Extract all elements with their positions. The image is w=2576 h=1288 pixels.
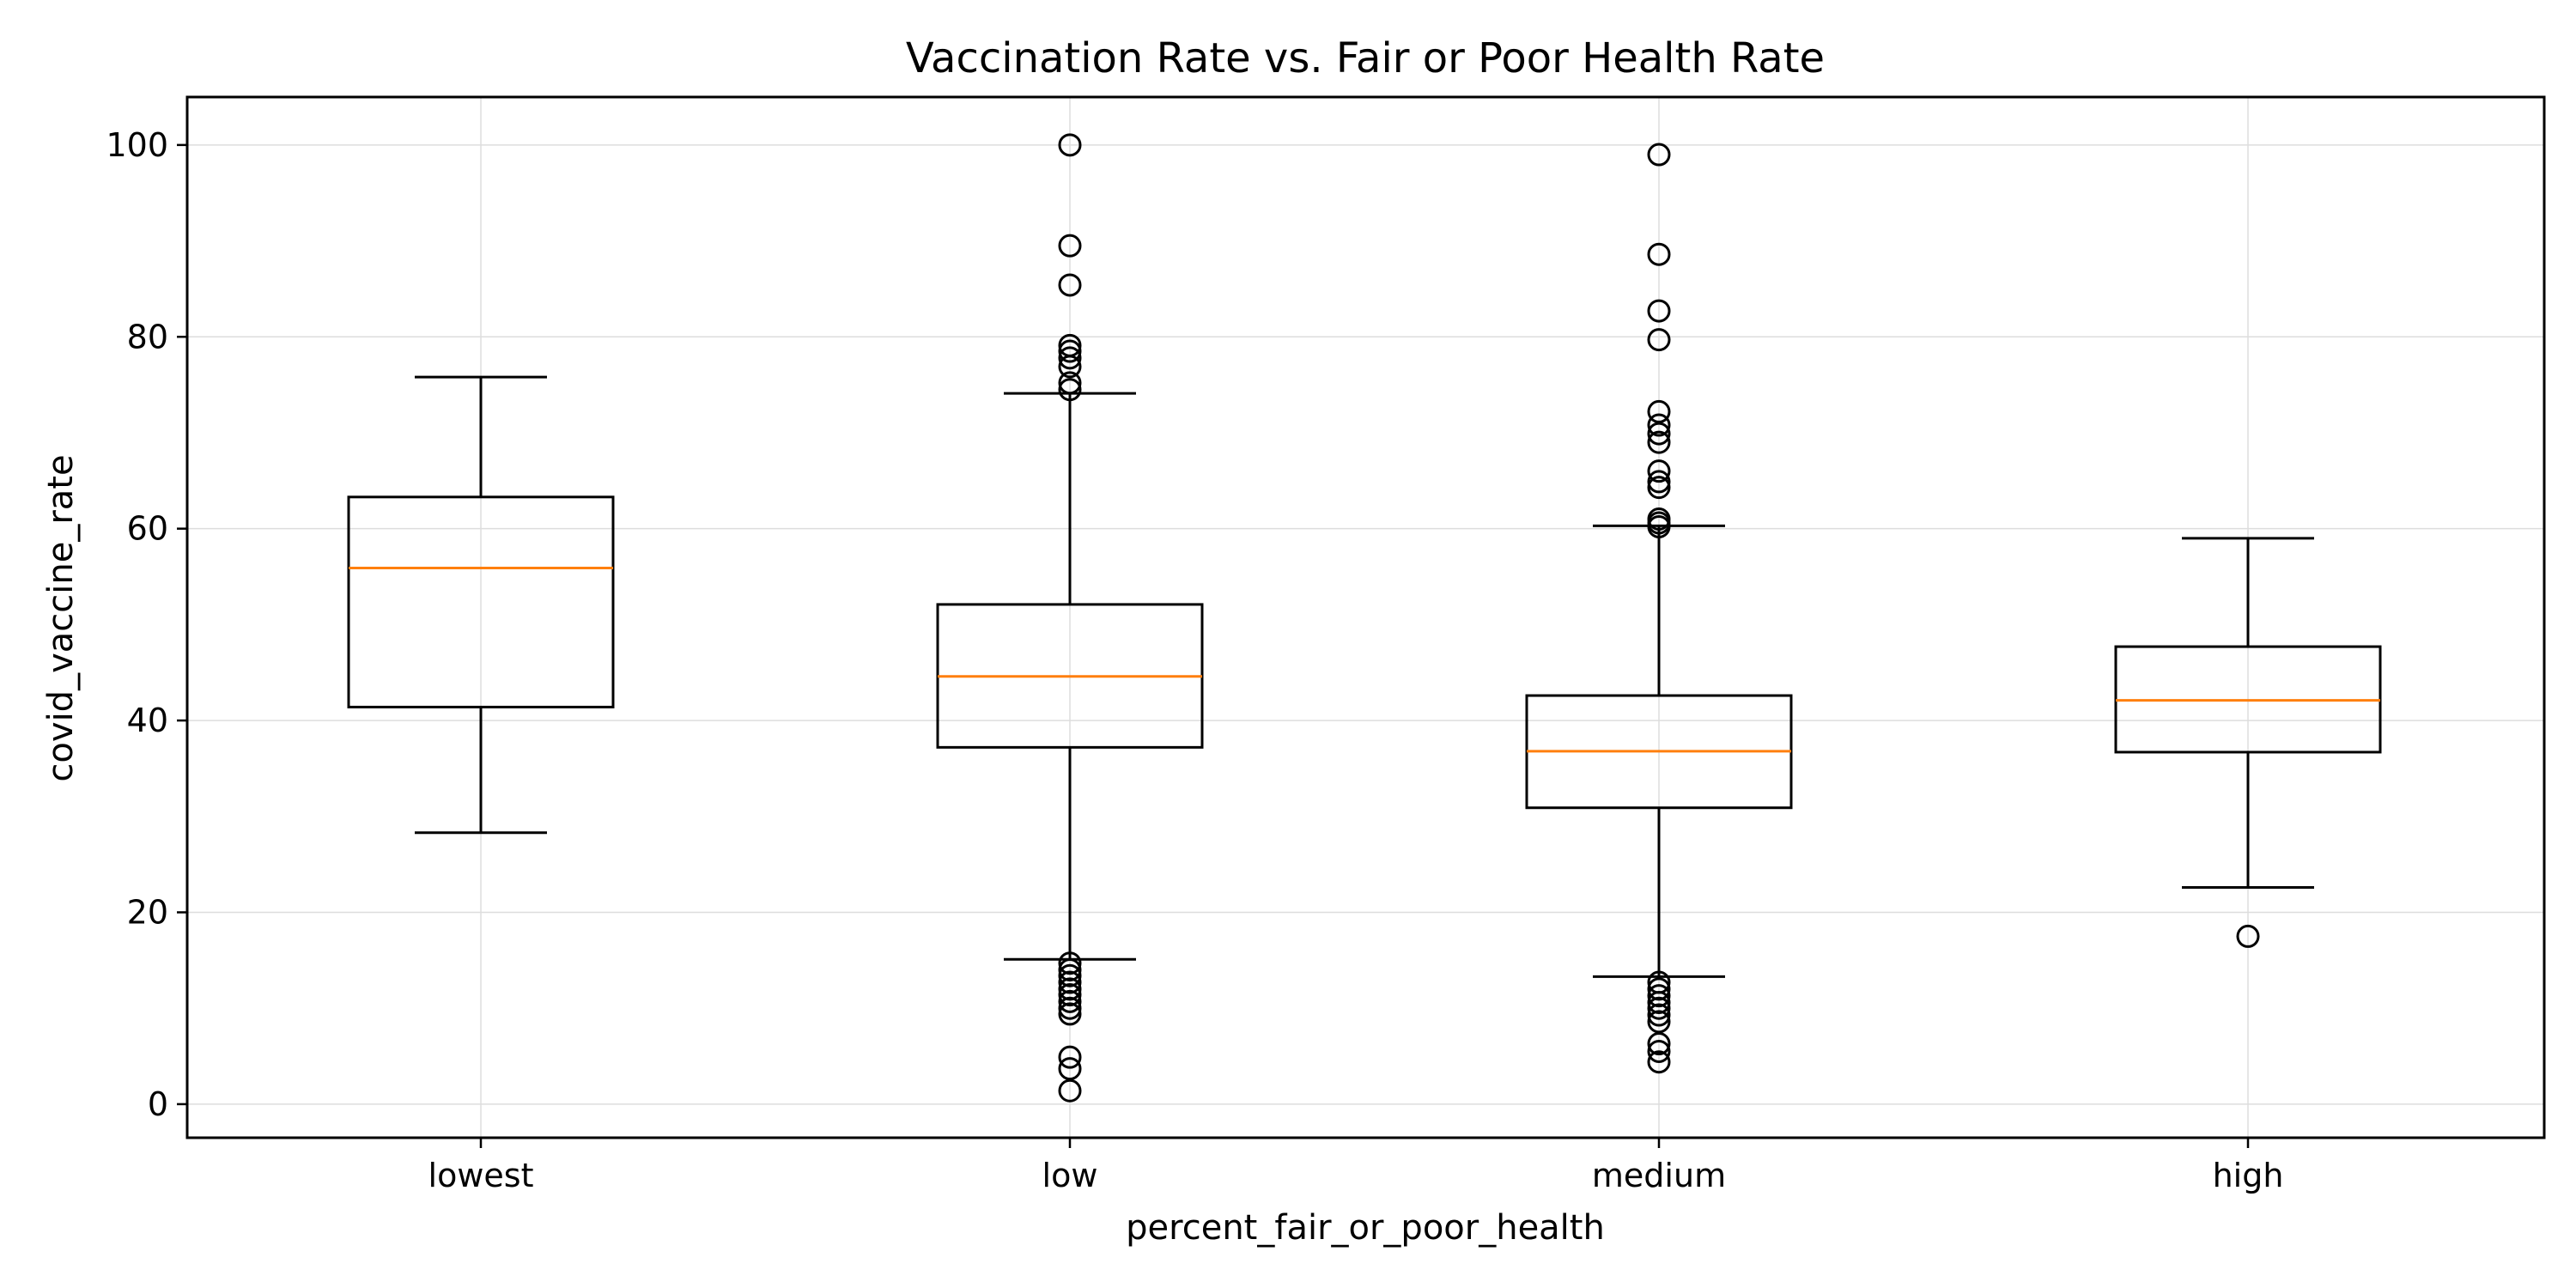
outlier-point <box>1058 355 1082 379</box>
outlier-point <box>1058 133 1082 157</box>
outlier-point <box>1058 951 1082 975</box>
y-tick-label: 60 <box>127 510 168 548</box>
x-tick-label-medium: medium <box>1592 1157 1726 1194</box>
outlier-point <box>1058 958 1082 982</box>
outlier-point <box>1647 1050 1671 1074</box>
outlier-point <box>1647 143 1671 167</box>
outlier-point <box>1058 983 1082 1007</box>
outlier-point <box>1647 430 1671 454</box>
outlier-point <box>1058 273 1082 297</box>
outlier-point <box>1058 234 1082 258</box>
x-tick-label-lowest: lowest <box>428 1157 534 1194</box>
y-tick-label: 0 <box>148 1085 168 1123</box>
outlier-point <box>1647 470 1671 494</box>
outlier-point <box>1647 996 1671 1020</box>
outlier-point <box>1058 339 1082 363</box>
outlier-point <box>1647 242 1671 266</box>
outlier-point <box>1647 299 1671 323</box>
outlier-point <box>1058 371 1082 395</box>
iqr-box <box>347 495 615 708</box>
outlier-point <box>1647 476 1671 500</box>
outlier-point <box>1058 1078 1082 1103</box>
outlier-point <box>1058 989 1082 1013</box>
outlier-point <box>1058 378 1082 402</box>
outlier-point <box>1058 963 1082 987</box>
outlier-point <box>1647 1003 1671 1027</box>
outlier-point <box>1647 1010 1671 1034</box>
outlier-point <box>1647 984 1671 1008</box>
x-tick-label-low: low <box>1042 1157 1098 1194</box>
outlier-point <box>1058 346 1082 370</box>
axis-layer: 0 20 40 60 80 100 lowest low medium high <box>106 126 2283 1194</box>
x-axis-label: percent_fair_or_poor_health <box>1126 1208 1605 1248</box>
x-tick-label-high: high <box>2213 1157 2284 1194</box>
box-layer <box>347 133 2382 1103</box>
outlier-point <box>1058 1057 1082 1081</box>
outlier-point <box>1058 996 1082 1020</box>
y-tick-label: 80 <box>127 318 168 355</box>
y-axis-label: covid_vaccine_rate <box>41 454 81 781</box>
grid-layer <box>187 97 2544 1138</box>
outlier-point <box>1647 1039 1671 1063</box>
chart-title: Vaccination Rate vs. Fair or Poor Health… <box>906 34 1825 82</box>
outlier-point <box>1647 328 1671 352</box>
y-tick-label: 20 <box>127 893 168 931</box>
y-tick-label: 40 <box>127 702 168 739</box>
outlier-point <box>1647 990 1671 1014</box>
box-group-high <box>2114 537 2382 948</box>
y-tick-label: 100 <box>106 126 168 164</box>
outlier-point <box>2236 924 2260 948</box>
outlier-point <box>1647 459 1671 483</box>
plot-frame <box>185 95 2546 1139</box>
outlier-point <box>1058 1002 1082 1026</box>
outlier-point <box>1647 977 1671 1001</box>
outlier-point <box>1058 1045 1082 1069</box>
outlier-point <box>1647 422 1671 446</box>
outlier-point <box>1647 514 1671 538</box>
outlier-point <box>1058 970 1082 994</box>
outlier-point <box>1647 413 1671 437</box>
box-group-lowest <box>347 375 615 835</box>
outlier-point <box>1058 977 1082 1001</box>
outlier-point <box>1647 399 1671 423</box>
outlier-point <box>1647 1032 1671 1056</box>
box-group-low <box>936 133 1204 1103</box>
box-group-medium <box>1525 143 1793 1074</box>
